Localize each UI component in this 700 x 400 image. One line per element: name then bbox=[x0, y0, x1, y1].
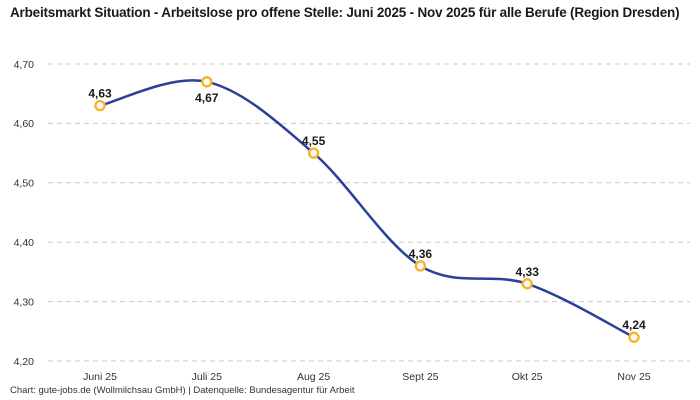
x-axis-label: Nov 25 bbox=[617, 371, 650, 383]
x-axis-label: Juli 25 bbox=[192, 371, 223, 383]
y-tick-label: 4,30 bbox=[14, 296, 35, 308]
series-line bbox=[98, 79, 636, 339]
data-point-marker bbox=[414, 260, 427, 272]
y-tick-label: 4,70 bbox=[14, 59, 35, 71]
data-point-marker bbox=[628, 331, 640, 343]
chart-footer-attribution: Chart: gute-jobs.de (Wollmilchsau GmbH) … bbox=[10, 385, 355, 396]
data-point-label: 4,63 bbox=[88, 87, 112, 101]
data-point-label: 4,67 bbox=[195, 91, 219, 105]
x-axis-label: Juni 25 bbox=[83, 371, 117, 383]
chart-title: Arbeitsmarkt Situation - Arbeitslose pro… bbox=[10, 5, 680, 20]
data-point-label: 4,33 bbox=[516, 265, 540, 279]
y-tick-label: 4,50 bbox=[14, 178, 35, 190]
data-point-marker bbox=[201, 76, 213, 88]
data-point-label: 4,24 bbox=[622, 318, 646, 332]
data-point-marker bbox=[521, 278, 533, 290]
y-tick-label: 4,40 bbox=[14, 237, 35, 249]
x-axis-label: Sept 25 bbox=[402, 371, 438, 383]
data-point-marker bbox=[307, 147, 320, 159]
x-axis-label: Aug 25 bbox=[297, 371, 330, 383]
x-axis-label: Okt 25 bbox=[512, 371, 543, 383]
y-tick-label: 4,20 bbox=[14, 356, 35, 368]
data-point-label: 4,55 bbox=[302, 134, 326, 148]
y-tick-label: 4,60 bbox=[14, 118, 35, 130]
data-point-label: 4,36 bbox=[409, 247, 433, 261]
data-point-marker bbox=[94, 99, 106, 112]
